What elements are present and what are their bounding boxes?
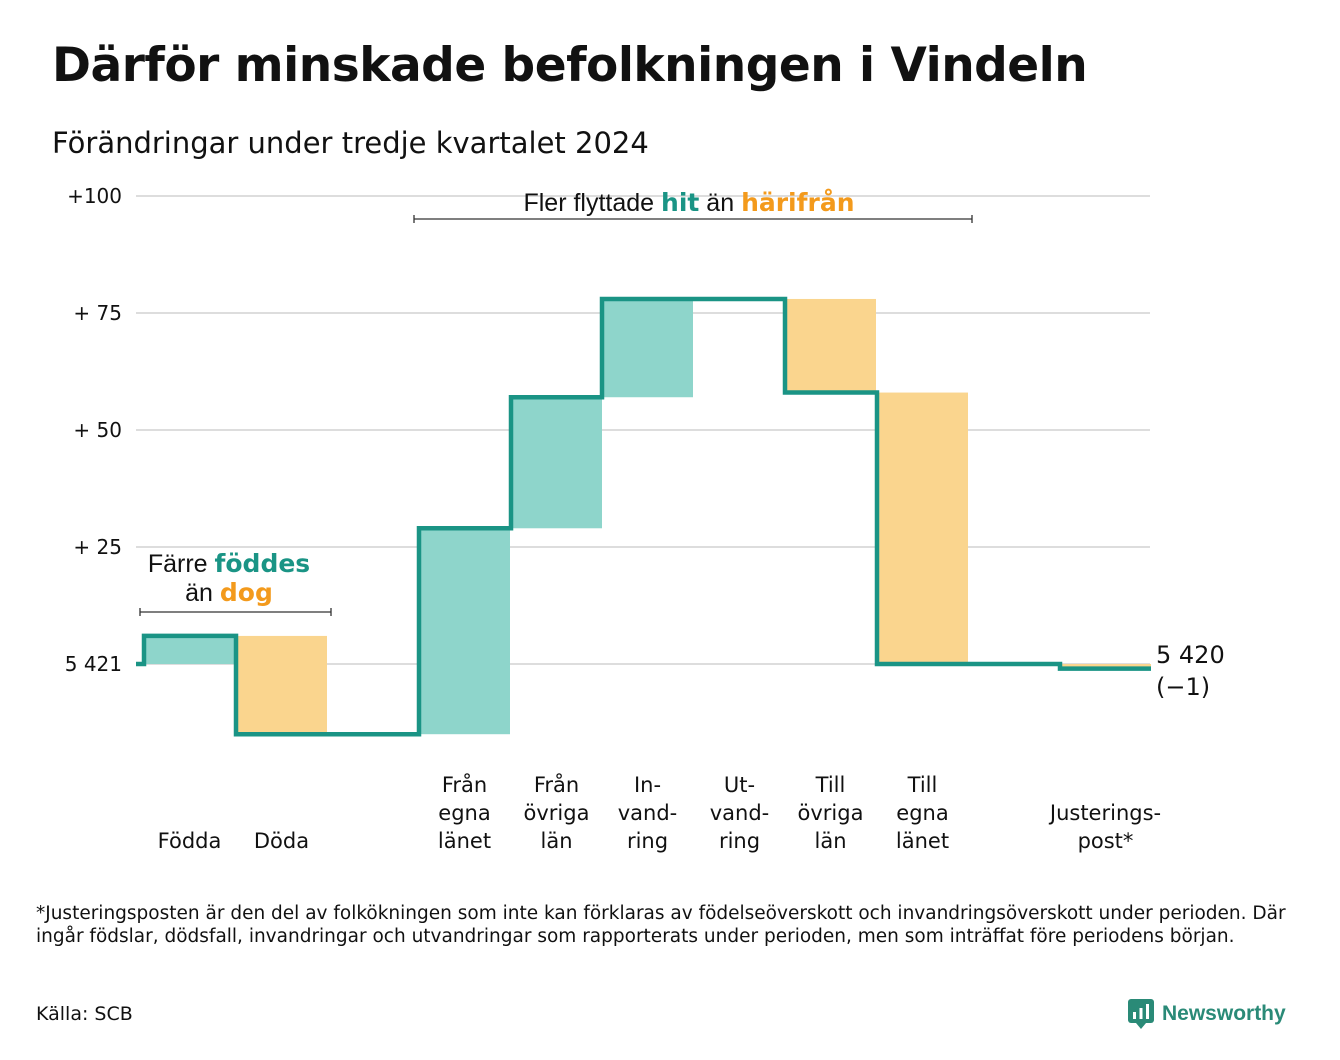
annotation-segment: hit [661, 188, 699, 217]
waterfall-bar [236, 635, 327, 735]
end-value-label: 5 420 [1156, 641, 1225, 669]
category-label: län [540, 829, 572, 853]
category-label: Från [442, 772, 487, 797]
annotation-segment: Fler flyttade [523, 189, 661, 217]
category-label: post* [1078, 829, 1134, 853]
waterfall-bar [511, 397, 602, 529]
category-labels: Födda Döda Från egna länet Från övriga län In-va… [158, 641, 1225, 853]
end-change-label: (−1) [1156, 673, 1210, 701]
source-note: Källa: SCB [36, 1003, 133, 1025]
annotation-segment: Färre [148, 550, 215, 578]
category-label: ring [719, 829, 760, 853]
newsworthy-icon [1128, 999, 1154, 1029]
category-label: Ut- [724, 773, 755, 797]
category-label: vand- [618, 801, 678, 825]
waterfall-bar [602, 298, 693, 398]
waterfall-bar [1060, 664, 1151, 669]
category-label: Till [815, 773, 846, 797]
annotation-segment: än [185, 579, 220, 607]
step-line-group [136, 296, 1151, 737]
annotation-segment: föddes [215, 549, 311, 578]
y-tick-label: + 25 [73, 535, 122, 559]
category-label: övriga [524, 801, 590, 825]
category-label: länet [438, 829, 491, 853]
y-tick-label: + 75 [73, 301, 122, 325]
y-tick-label: +100 [67, 184, 122, 208]
category-label: län [814, 829, 846, 853]
footnote: *Justeringsposten är den del av folkökni… [36, 903, 1286, 947]
category-label: vand- [710, 801, 770, 825]
category-label: In- [634, 773, 661, 797]
annotation-text: än dog [185, 578, 273, 607]
chart-subtitle: Förändringar under tredje kvartalet 2024 [52, 126, 649, 160]
category-label: Födda [158, 829, 222, 853]
category-label: egna [896, 801, 948, 825]
category-label: Från [534, 772, 579, 797]
grid-lines: 5 421 + 25 + 50 + 75 +100 [65, 184, 1150, 676]
bars [144, 298, 1151, 735]
category-label: Döda [254, 829, 309, 853]
brand-logo: Newsworthy [1128, 998, 1286, 1030]
annotation-text: Fler flyttade hit än härifrån [523, 188, 854, 217]
annotation-segment: än [699, 189, 741, 217]
chart-title: Därför minskade befolkningen i Vindeln [52, 38, 1088, 93]
category-label: ring [627, 829, 668, 853]
category-label: egna [438, 801, 490, 825]
annotation-segment: härifrån [741, 188, 854, 217]
waterfall-bar [419, 528, 510, 735]
waterfall-bar [785, 298, 876, 393]
annotation-text: Färre föddes [148, 549, 310, 578]
step-line [136, 296, 1151, 737]
category-label: Justerings- [1048, 801, 1161, 825]
category-label: länet [896, 829, 949, 853]
waterfall-bar [144, 635, 235, 664]
y-tick-label: + 50 [73, 418, 122, 442]
brand-name: Newsworthy [1162, 1002, 1286, 1025]
annotation-segment: dog [220, 578, 273, 607]
y-tick-label: 5 421 [65, 652, 122, 676]
waterfall-bar [877, 392, 968, 664]
category-label: övriga [798, 801, 864, 825]
category-label: Till [907, 773, 938, 797]
